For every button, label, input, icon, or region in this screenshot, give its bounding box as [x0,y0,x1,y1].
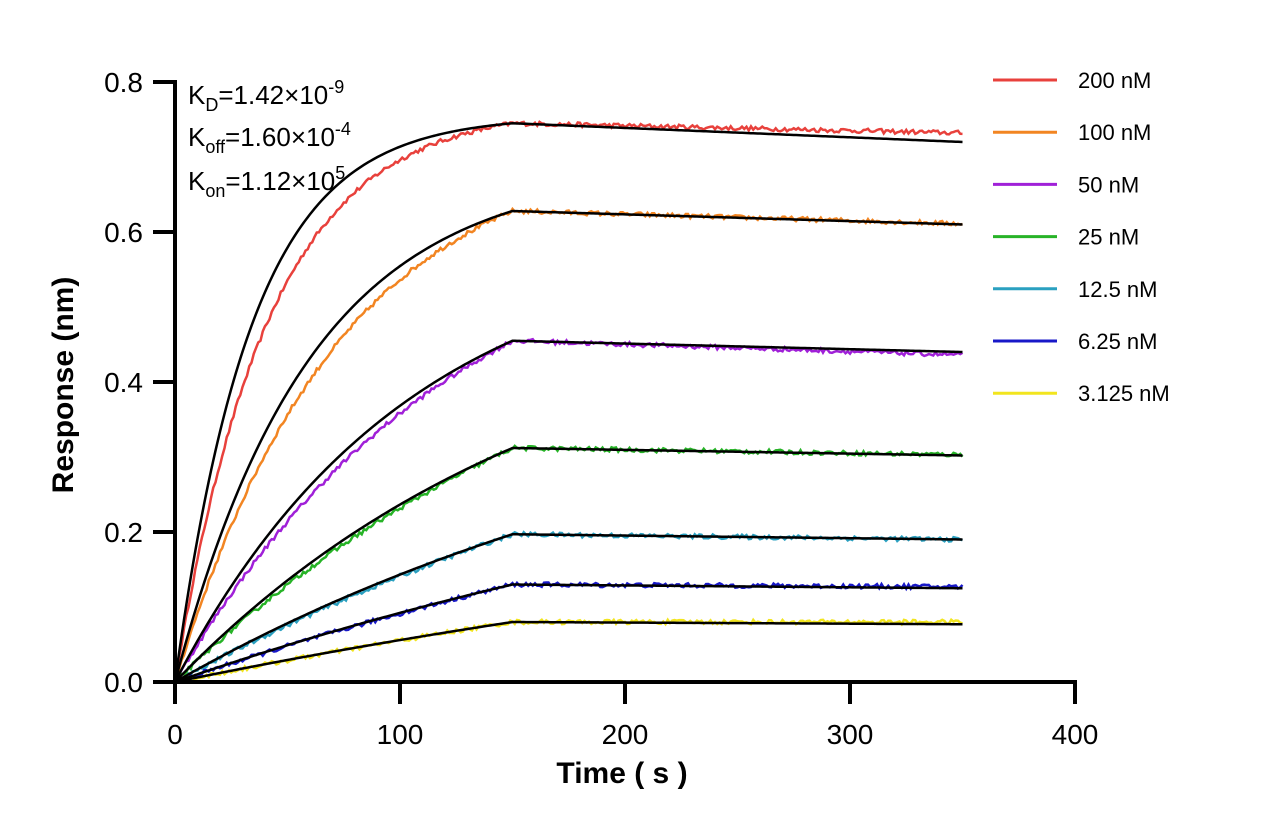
y-ticks: 0.0 0.2 0.4 0.6 0.8 [104,67,175,698]
fit-series-line [174,583,963,684]
legend-label: 50 nM [1078,172,1139,197]
fit-series-line [174,620,963,684]
data-series-line [173,206,963,683]
data-series-line [174,617,963,684]
y-tick-label: 0.8 [104,67,143,98]
legend-label: 6.25 nM [1078,329,1158,354]
koff-annotation: Koff=1.60×10-4 [188,119,351,157]
legend-label: 25 nM [1078,225,1139,250]
fit-series-line [173,339,963,683]
x-axis-title: Time ( s ) [556,757,687,790]
data-curves [173,120,964,684]
kon-annotation: Kon=1.12×105 [188,163,345,201]
x-ticks: 0 100 200 300 400 [167,682,1098,750]
data-series-line [173,120,963,683]
data-series-line [174,580,964,684]
y-tick-label: 0.0 [104,667,143,698]
x-tick-label: 100 [377,719,424,750]
fit-series-line [174,446,963,683]
x-tick-label: 400 [1052,719,1099,750]
y-axis-title: Response (nm) [47,277,80,494]
legend-label: 200 nM [1078,68,1151,93]
fit-series-line [174,532,963,684]
legend-label: 3.125 nM [1078,381,1170,406]
kd-annotation: KD=1.42×10-9 [188,77,344,115]
x-tick-label: 300 [827,719,874,750]
y-tick-label: 0.2 [104,517,143,548]
x-tick-label: 200 [602,719,649,750]
y-tick-label: 0.4 [104,367,143,398]
legend-label: 12.5 nM [1078,277,1158,302]
fit-series-line [173,209,963,683]
legend: 200 nM 100 nM 50 nM 25 nM 12.5 nM 6.25 nM 3.12… [993,68,1170,406]
fit-series-line [173,121,963,683]
data-series-line [174,444,964,683]
y-tick-label: 0.6 [104,217,143,248]
data-series-line [173,337,964,683]
x-tick-label: 0 [167,719,183,750]
fit-curves [173,121,963,684]
legend-label: 100 nM [1078,120,1151,145]
